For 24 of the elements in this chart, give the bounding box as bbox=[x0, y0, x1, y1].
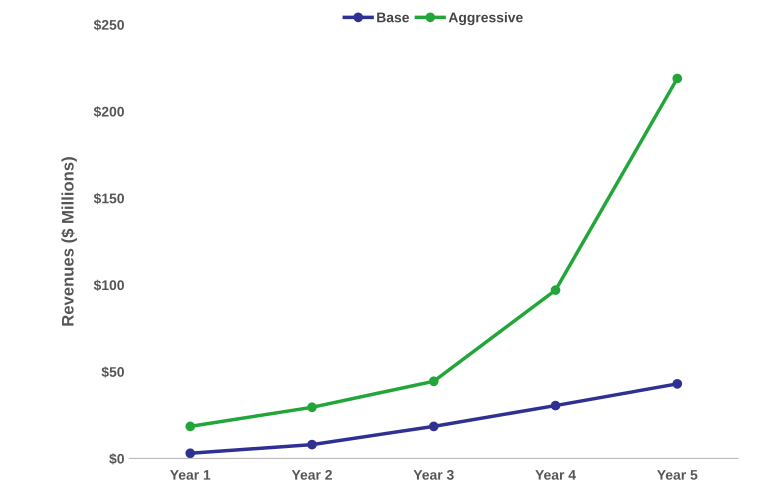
legend-label: Base bbox=[377, 12, 409, 22]
y-tick-label: $150 bbox=[94, 192, 124, 204]
y-tick-label: $100 bbox=[94, 280, 124, 292]
y-tick-label: $0 bbox=[109, 453, 124, 465]
x-tick-label: Year 2 bbox=[292, 470, 332, 480]
x-tick-label: Year 3 bbox=[414, 470, 454, 480]
x-tick-label: Year 1 bbox=[170, 470, 210, 480]
point bbox=[428, 422, 439, 432]
x-tick-label: Year 5 bbox=[657, 470, 698, 480]
y-axis-title: Revenues ($ Millions) bbox=[61, 157, 77, 326]
point bbox=[307, 402, 317, 412]
point bbox=[307, 440, 317, 450]
y-tick-label: $200 bbox=[94, 106, 124, 118]
y-tick-label: $250 bbox=[94, 19, 124, 31]
legend-label: Aggressive bbox=[448, 12, 523, 26]
point bbox=[428, 376, 439, 386]
point bbox=[672, 379, 682, 389]
x-tick-label: Year 4 bbox=[535, 470, 576, 480]
point bbox=[672, 74, 682, 84]
point bbox=[550, 400, 560, 410]
point bbox=[185, 448, 196, 458]
y-tick-label: $50 bbox=[102, 366, 124, 378]
point bbox=[550, 285, 560, 296]
point bbox=[185, 422, 196, 432]
